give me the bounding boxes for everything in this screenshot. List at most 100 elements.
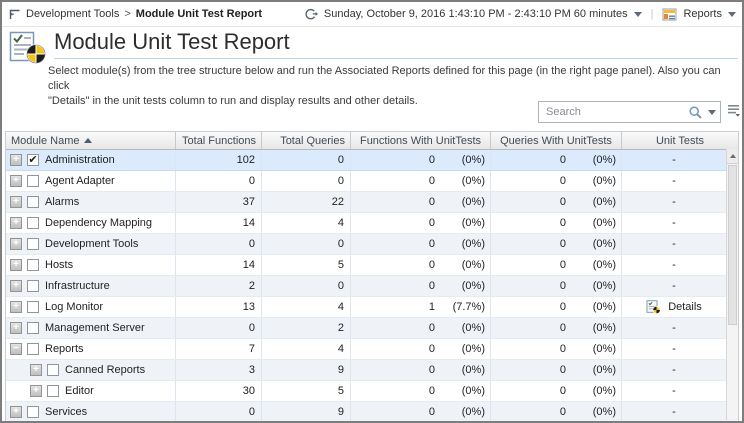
expand-icon[interactable]: +: [30, 385, 42, 397]
functions-with-unittests-cell: 0 (0%): [351, 339, 491, 359]
total-queries-cell: 0: [262, 234, 351, 254]
search-box: [538, 101, 721, 123]
total-functions-cell: 0: [176, 234, 262, 254]
top-right-controls: Sunday, October 9, 2016 1:43:10 PM - 2:4…: [304, 8, 736, 21]
module-name: Canned Reports: [65, 364, 146, 376]
search-options-dropdown-icon[interactable]: [708, 109, 716, 115]
page-title: Module Unit Test Report: [54, 29, 290, 54]
table-row[interactable]: + Canned Reports 3 9 0 (0%) 0 (0%) -: [6, 360, 738, 381]
unit-tests-value: -: [672, 238, 676, 250]
module-checkbox[interactable]: [27, 217, 39, 229]
unit-tests-cell: -: [622, 171, 726, 191]
table-row[interactable]: + Management Server 0 2 0 (0%) 0 (0%) -: [6, 318, 738, 339]
total-queries-cell: 4: [262, 339, 351, 359]
module-checkbox[interactable]: [27, 322, 39, 334]
module-checkbox[interactable]: [27, 196, 39, 208]
expand-icon[interactable]: +: [10, 259, 22, 271]
table-row[interactable]: + Infrastructure 2 0 0 (0%) 0 (0%) -: [6, 276, 738, 297]
module-name: Infrastructure: [45, 280, 110, 292]
column-header-total-functions[interactable]: Total Functions: [176, 132, 262, 149]
module-checkbox[interactable]: ✔: [27, 153, 39, 166]
breadcrumb-current: Module Unit Test Report: [135, 8, 263, 20]
queries-with-unittests-cell: 0 (0%): [491, 213, 622, 233]
column-header-total-queries[interactable]: Total Queries: [262, 132, 351, 149]
unit-tests-cell: -: [622, 381, 726, 401]
total-queries-cell: 22: [262, 192, 351, 212]
collapse-icon[interactable]: −: [10, 343, 22, 355]
scroll-up-button[interactable]: [727, 149, 738, 164]
module-checkbox[interactable]: [47, 364, 59, 376]
table-row[interactable]: + Hosts 14 5 0 (0%) 0 (0%) -: [6, 255, 738, 276]
table-row[interactable]: + Log Monitor 13 4 1 (7.7%) 0 (0%) Details: [6, 297, 738, 318]
expand-icon[interactable]: +: [10, 301, 22, 313]
module-name: Reports: [45, 343, 84, 355]
module-checkbox[interactable]: [27, 175, 39, 187]
page-description-line1: Select module(s) from the tree structure…: [48, 65, 721, 92]
details-link[interactable]: Details: [646, 300, 702, 314]
scrollbar-thumb[interactable]: [728, 165, 737, 325]
table-row[interactable]: + Services 0 9 0 (0%) 0 (0%) -: [6, 402, 738, 421]
expand-icon[interactable]: +: [10, 406, 22, 418]
expand-icon[interactable]: +: [10, 280, 22, 292]
expand-icon[interactable]: +: [10, 196, 22, 208]
module-checkbox[interactable]: [27, 259, 39, 271]
time-range-icon: [305, 8, 318, 19]
expand-icon[interactable]: +: [30, 364, 42, 376]
expand-icon[interactable]: +: [10, 322, 22, 334]
total-functions-cell: 14: [176, 213, 262, 233]
module-checkbox[interactable]: [27, 238, 39, 250]
module-name: Management Server: [45, 322, 145, 334]
module-name: Administration: [45, 154, 115, 166]
module-checkbox[interactable]: [27, 301, 39, 313]
grid-options-icon[interactable]: [726, 103, 741, 117]
page-description-line2: "Details" in the unit tests column to ru…: [48, 95, 418, 107]
vertical-scrollbar[interactable]: [726, 149, 738, 420]
unit-tests-cell: -: [622, 234, 726, 254]
reports-menu-label[interactable]: Reports: [683, 8, 722, 20]
reports-dropdown-icon[interactable]: [728, 11, 736, 17]
total-queries-cell: 0: [262, 171, 351, 191]
column-header-unit-tests[interactable]: Unit Tests: [655, 134, 705, 147]
module-name: Editor: [65, 385, 94, 397]
unit-tests-value: -: [672, 259, 676, 271]
table-row[interactable]: − Reports 7 4 0 (0%) 0 (0%) -: [6, 339, 738, 360]
module-checkbox[interactable]: [27, 280, 39, 292]
column-header-module-name[interactable]: Module Name: [6, 132, 176, 149]
module-checkbox[interactable]: [47, 385, 59, 397]
time-range-label[interactable]: Sunday, October 9, 2016 1:43:10 PM - 2:4…: [323, 8, 628, 20]
table-row[interactable]: + Development Tools 0 0 0 (0%) 0 (0%) -: [6, 234, 738, 255]
breadcrumb-parent[interactable]: Development Tools: [26, 8, 120, 20]
column-header-queries-with-unittests[interactable]: Queries With UnitTests: [491, 132, 622, 149]
table-row[interactable]: + Dependency Mapping 14 4 0 (0%) 0 (0%) -: [6, 213, 738, 234]
search-input[interactable]: [544, 105, 688, 119]
module-checkbox[interactable]: [27, 406, 39, 418]
unit-tests-cell: -: [622, 276, 726, 296]
expand-icon[interactable]: +: [10, 238, 22, 250]
time-range-dropdown-icon[interactable]: [633, 11, 642, 17]
table-row[interactable]: + Agent Adapter 0 0 0 (0%) 0 (0%) -: [6, 171, 738, 192]
table-header: Module Name Total Functions Total Querie…: [6, 132, 738, 150]
expand-icon[interactable]: +: [10, 154, 22, 166]
expand-icon[interactable]: +: [10, 175, 22, 187]
queries-with-unittests-cell: 0 (0%): [491, 402, 622, 421]
table-row[interactable]: + Alarms 37 22 0 (0%) 0 (0%) -: [6, 192, 738, 213]
module-name-cell: + Log Monitor: [6, 297, 176, 317]
unit-tests-cell: Details: [622, 297, 726, 317]
total-queries-cell: 9: [262, 360, 351, 380]
breadcrumb: Development Tools > Module Unit Test Rep…: [8, 8, 262, 21]
functions-with-unittests-cell: 0 (0%): [351, 213, 491, 233]
table-row[interactable]: + Editor 30 5 0 (0%) 0 (0%) -: [6, 381, 738, 402]
module-checkbox[interactable]: [27, 343, 39, 355]
module-name-cell: + Development Tools: [6, 234, 176, 254]
functions-with-unittests-cell: 1 (7.7%): [351, 297, 491, 317]
total-functions-cell: 37: [176, 192, 262, 212]
table-row[interactable]: + ✔ Administration 102 0 0 (0%) 0 (0%) -: [6, 150, 738, 171]
functions-with-unittests-cell: 0 (0%): [351, 318, 491, 338]
module-name-cell: + Management Server: [6, 318, 176, 338]
module-name: Agent Adapter: [45, 175, 115, 187]
expand-icon[interactable]: +: [10, 217, 22, 229]
unit-tests-value: -: [672, 175, 676, 187]
search-icon[interactable]: [688, 105, 703, 120]
column-header-functions-with-unittests[interactable]: Functions With UnitTests: [351, 132, 491, 149]
